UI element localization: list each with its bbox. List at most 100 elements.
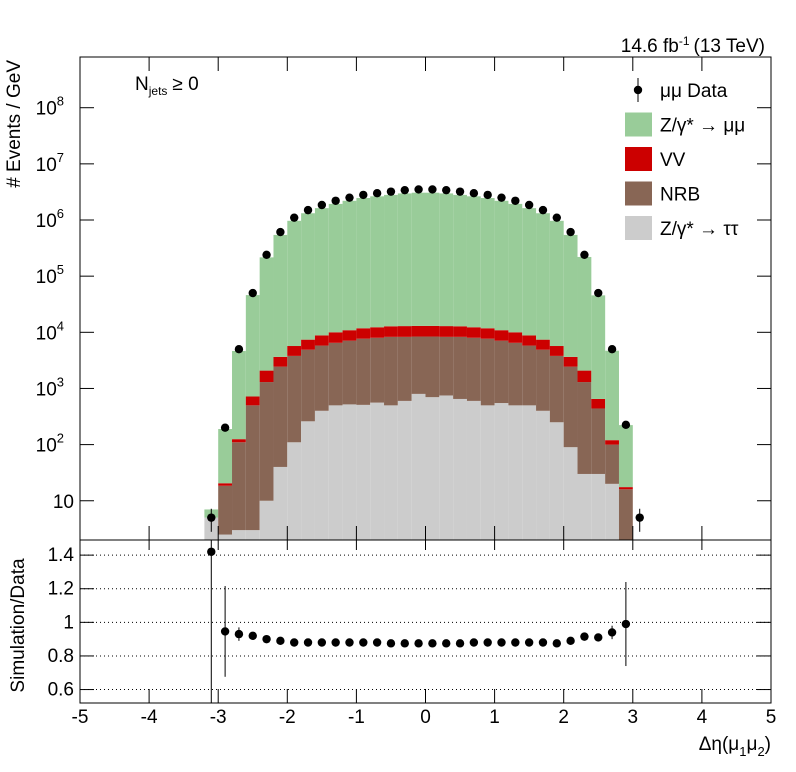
x-tick-label: 0	[420, 707, 431, 728]
bar-segment	[453, 336, 467, 399]
y-tick-base: 10	[36, 267, 57, 288]
data-point	[290, 213, 299, 222]
bar-segment	[342, 200, 357, 331]
ratio-point	[359, 638, 368, 647]
bar-segment	[577, 256, 592, 371]
ratio-point	[566, 636, 575, 646]
ratio-point	[220, 627, 230, 636]
bar-segment	[273, 466, 288, 540]
y-tick-label: 0.8	[48, 646, 74, 667]
bar-segment	[287, 442, 302, 540]
bar-segment	[411, 336, 426, 394]
bar-segment	[549, 220, 564, 347]
y-tick-base: 10	[36, 436, 57, 457]
annotation-text: N	[135, 74, 149, 95]
bar-segment	[508, 203, 523, 333]
bar-segment	[494, 330, 509, 341]
lumi-rest: (13 TeV)	[694, 36, 765, 57]
data-point	[594, 288, 603, 298]
data-point	[511, 196, 520, 205]
bar-segment	[480, 405, 495, 540]
bar-segment	[425, 336, 440, 398]
ratio-point	[331, 638, 340, 647]
ratio-point	[511, 638, 520, 647]
bar-segment	[356, 198, 371, 329]
data-point	[317, 200, 327, 210]
bar-segment	[356, 404, 371, 540]
bar-segment	[259, 257, 274, 371]
ratio-point	[552, 639, 561, 648]
bar-segment	[245, 396, 260, 406]
y-tick-label: 103	[36, 374, 64, 400]
bar-segment	[522, 335, 537, 346]
y-tick-label: 107	[36, 150, 64, 176]
bar-segment	[466, 400, 481, 540]
bar-segment	[563, 356, 578, 367]
y-tick-label: 1.4	[48, 545, 75, 566]
bar-segment	[453, 194, 467, 327]
bar-segment	[522, 405, 537, 540]
y-tick-base: 10	[36, 379, 57, 400]
bar-segment	[314, 410, 329, 540]
y-tick-label: 105	[36, 262, 64, 288]
bar-segment	[411, 325, 426, 337]
bar-segment	[384, 336, 398, 406]
bar-segment	[439, 395, 454, 540]
ratio-point	[303, 638, 313, 647]
bar-segment	[480, 198, 495, 329]
data-point	[635, 513, 644, 522]
y-tick-exp: 8	[57, 94, 64, 109]
bar-segment	[259, 500, 274, 540]
bar-segment	[411, 393, 426, 540]
x-tick-label: -2	[279, 707, 296, 728]
bar-segment	[453, 398, 467, 540]
data-point	[248, 288, 257, 298]
y-tick-label: 0.6	[48, 680, 74, 701]
bar-segment	[245, 530, 260, 540]
ratio-point	[248, 631, 257, 640]
data-point	[276, 227, 285, 237]
bar-segment	[563, 366, 578, 448]
y-tick-exp: 7	[57, 150, 64, 165]
ratio-point	[621, 619, 631, 629]
ratio-point	[317, 638, 327, 647]
ratio-point	[580, 632, 589, 641]
bar-segment	[273, 234, 288, 357]
bar-segment	[480, 338, 495, 406]
bar-segment	[370, 327, 385, 338]
data-point	[372, 189, 382, 198]
data-point	[428, 185, 437, 194]
bar-segment	[605, 444, 619, 484]
bar-segment	[577, 473, 592, 540]
bar-segment	[397, 193, 412, 327]
ratio-point	[207, 547, 216, 556]
bar-segment	[563, 447, 578, 540]
bar-segment	[287, 355, 302, 443]
bar-segment	[494, 340, 509, 404]
bar-segment	[384, 326, 398, 337]
bar-segment	[259, 370, 274, 383]
legend-label: μμ Data	[660, 81, 728, 102]
data-point	[345, 193, 354, 202]
lumi-label: 14.6 fb-1 (13 TeV)	[621, 34, 765, 57]
bar-segment	[536, 410, 550, 540]
x-title-part: )	[765, 734, 771, 755]
data-point	[400, 185, 409, 195]
ratio-point	[234, 629, 244, 639]
y-tick-label: 1	[63, 612, 74, 633]
x-title-part: Δη(μ	[699, 734, 740, 755]
ratio-point	[469, 638, 479, 647]
legend-swatch	[625, 216, 652, 240]
bar-segment	[384, 194, 398, 327]
bar-segment	[245, 295, 260, 397]
legend-marker	[633, 85, 643, 95]
ratio-point	[290, 638, 299, 647]
bar-segment	[370, 196, 385, 328]
data-point	[552, 213, 561, 222]
x-tick-label: 4	[697, 707, 708, 728]
data-point	[207, 513, 216, 522]
bar-segment	[577, 382, 592, 474]
bar-segment	[453, 326, 467, 337]
bar-segment	[301, 339, 315, 350]
bar-segment	[218, 429, 233, 484]
